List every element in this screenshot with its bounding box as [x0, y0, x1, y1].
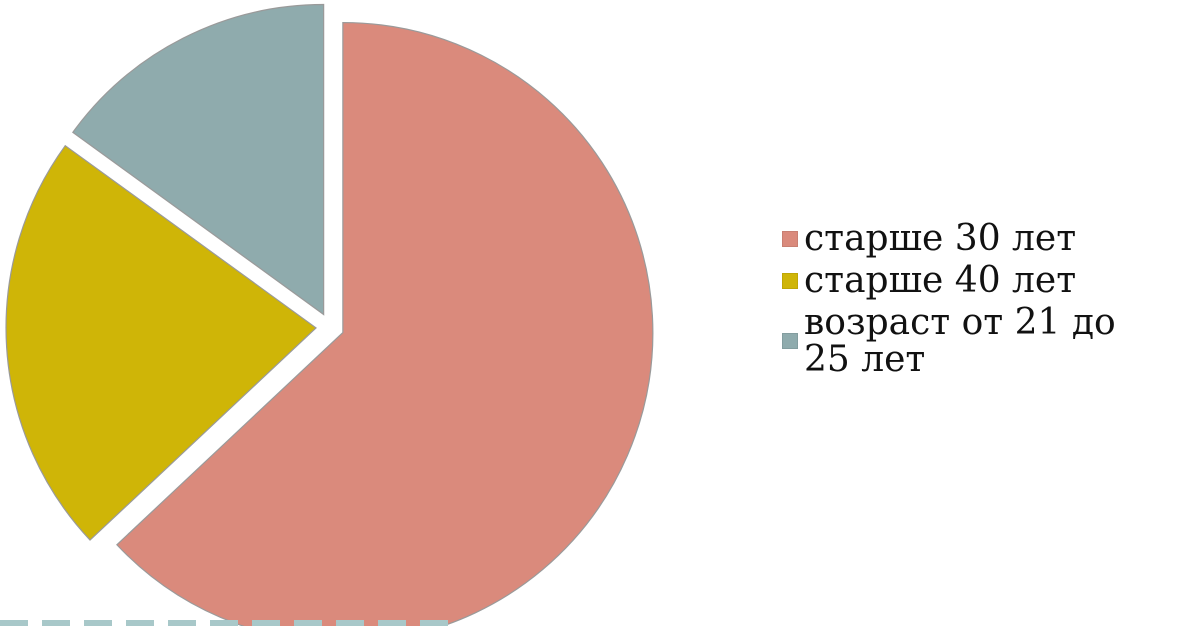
chart-legend: старше 30 лет старше 40 лет возраст от 2…	[782, 220, 1162, 383]
legend-swatch-over-30	[782, 230, 798, 247]
dash-segment	[210, 620, 238, 626]
dash-segment	[84, 620, 112, 626]
legend-item-over-30: старше 30 лет	[782, 220, 1162, 258]
dash-segment	[42, 620, 70, 626]
legend-item-over-40: старше 40 лет	[782, 259, 1162, 301]
legend-swatch-over-40	[782, 272, 798, 289]
pie-slices	[5, 3, 654, 626]
decorative-dashed-line	[0, 620, 448, 626]
pie-slice-21-25	[72, 3, 325, 316]
dash-segment	[126, 620, 154, 626]
legend-item-21-25: возраст от 21 до 25 лет	[782, 301, 1162, 381]
dash-segment	[378, 620, 406, 626]
legend-label-over-30: старше 30 лет	[804, 218, 1077, 259]
dash-segment	[0, 620, 28, 626]
pie-slice-over-40	[5, 144, 317, 541]
dash-segment	[252, 620, 280, 626]
dash-segment	[420, 620, 448, 626]
dash-segment	[294, 620, 322, 626]
legend-label-over-40: старше 40 лет	[804, 259, 1077, 301]
dash-segment	[336, 620, 364, 626]
legend-label-21-25: возраст от 21 до 25 лет	[804, 301, 1116, 381]
pie-slice-over-30	[116, 21, 654, 626]
dash-segment	[168, 620, 196, 626]
legend-swatch-21-25	[782, 333, 798, 350]
